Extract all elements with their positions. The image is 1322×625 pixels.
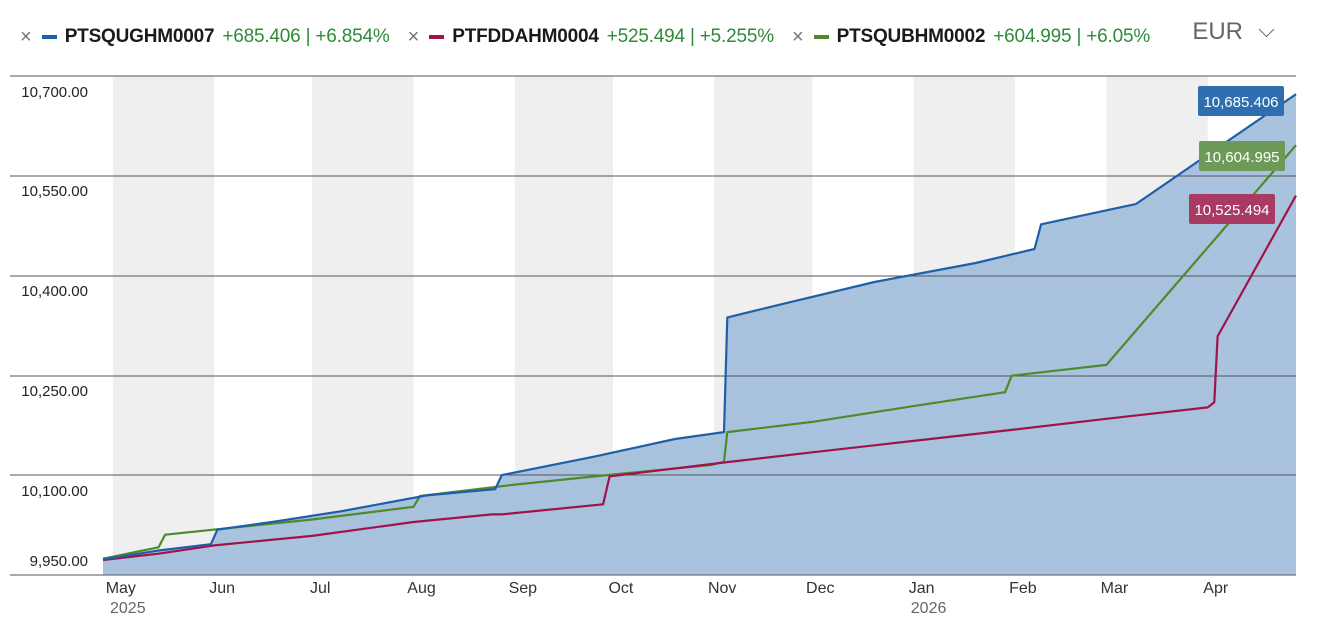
currency-selector[interactable]: EUR xyxy=(1192,18,1275,46)
series-area xyxy=(103,94,1296,575)
month-band xyxy=(112,76,215,575)
legend-item: × PTSQUGHM0007 +685.406 | +6.854% xyxy=(20,26,390,48)
series-change: +525.494 | +5.255% xyxy=(606,26,774,47)
legend: × PTSQUGHM0007 +685.406 | +6.854% × PTFDDAHM… xyxy=(20,22,1168,52)
x-tick-label: Jul xyxy=(310,580,330,597)
flag-value: 10,525.494 xyxy=(1194,202,1269,219)
end-value-flag: 10,685.406 xyxy=(1198,86,1284,116)
x-tick-label: Feb xyxy=(1009,580,1037,597)
month-band xyxy=(312,76,414,575)
currency-label: EUR xyxy=(1192,18,1243,45)
flag-box xyxy=(1189,194,1275,224)
series-change: +604.995 | +6.05% xyxy=(993,26,1151,47)
series-name: PTSQUBHM0002 xyxy=(836,26,986,47)
flag-value: 10,685.406 xyxy=(1203,94,1278,111)
series-change: +685.406 | +6.854% xyxy=(222,26,390,47)
series-name: PTSQUGHM0007 xyxy=(64,26,215,47)
series-name: PTFDDAHM0004 xyxy=(452,26,599,47)
flag-value: 10,604.995 xyxy=(1204,149,1279,166)
y-tick-label: 9,950.00 xyxy=(30,553,88,570)
y-tick-label: 10,400.00 xyxy=(21,283,88,300)
x-tick-label: May xyxy=(106,580,136,597)
remove-series-icon[interactable]: × xyxy=(20,26,32,48)
remove-series-icon[interactable]: × xyxy=(791,26,804,48)
series-line xyxy=(102,194,1297,562)
end-value-flag: 10,525.494 xyxy=(1189,194,1275,224)
x-year-label: 2026 xyxy=(911,600,947,617)
y-tick-label: 10,100.00 xyxy=(21,483,88,500)
remove-series-icon[interactable]: × xyxy=(407,26,420,48)
x-tick-label: Sep xyxy=(509,580,538,597)
x-tick-label: Dec xyxy=(806,580,834,597)
legend-item: × PTFDDAHM0004 +525.494 | +5.255% xyxy=(407,26,775,48)
series-line xyxy=(102,93,1297,561)
x-tick-label: Nov xyxy=(708,580,736,597)
series-swatch xyxy=(813,35,829,39)
x-year-label: 2025 xyxy=(110,600,146,617)
x-tick-label: Apr xyxy=(1203,580,1229,597)
flag-box xyxy=(1198,86,1284,116)
x-tick-label: Mar xyxy=(1101,580,1129,597)
series-swatch xyxy=(429,35,445,39)
y-tick-label: 10,550.00 xyxy=(21,183,88,200)
x-tick-label: Aug xyxy=(407,580,435,597)
legend-item: × PTSQUBHM0002 +604.995 | +6.05% xyxy=(792,26,1150,48)
x-tick-label: Jun xyxy=(209,580,235,597)
y-tick-label: 10,250.00 xyxy=(21,383,88,400)
end-value-flag: 10,604.995 xyxy=(1199,141,1285,171)
x-tick-label: Jan xyxy=(909,580,935,597)
flag-box xyxy=(1199,141,1285,171)
x-tick-label: Oct xyxy=(608,580,633,597)
y-tick-label: 10,700.00 xyxy=(21,84,88,101)
series-swatch xyxy=(41,35,57,39)
